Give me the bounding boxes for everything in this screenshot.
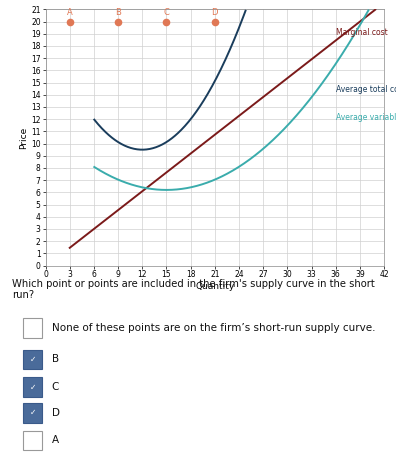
Text: Which point or points are included in the firm's supply curve in the short run?: Which point or points are included in th…: [12, 279, 375, 300]
Text: A: A: [67, 8, 72, 17]
Text: Marginal cost: Marginal cost: [336, 28, 388, 37]
Text: B: B: [115, 8, 121, 17]
Bar: [23, 318, 42, 338]
Text: Average variable cost: Average variable cost: [336, 113, 396, 122]
Text: Average total cost: Average total cost: [336, 85, 396, 94]
Text: ✓: ✓: [30, 383, 36, 392]
Text: None of these points are on the firm’s short-run supply curve.: None of these points are on the firm’s s…: [52, 323, 375, 333]
X-axis label: Quantity: Quantity: [195, 282, 234, 291]
Bar: [23, 403, 42, 423]
Bar: [23, 350, 42, 369]
Text: D: D: [211, 8, 218, 17]
Text: D: D: [52, 408, 60, 418]
Text: ✓: ✓: [30, 408, 36, 417]
Text: ✓: ✓: [30, 355, 36, 364]
Text: C: C: [164, 8, 169, 17]
Text: C: C: [52, 382, 59, 392]
Text: B: B: [52, 354, 59, 364]
Text: A: A: [52, 435, 59, 446]
Bar: [23, 431, 42, 450]
Bar: [23, 377, 42, 397]
Y-axis label: Price: Price: [19, 126, 28, 149]
